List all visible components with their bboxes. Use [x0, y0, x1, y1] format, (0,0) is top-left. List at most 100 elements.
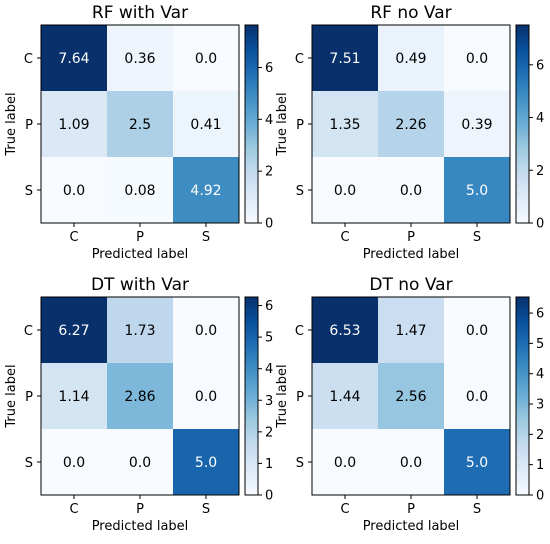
cell-value-label: 0.49 [395, 51, 426, 67]
colorbar-segment [516, 488, 529, 493]
y-axis-label: True label [4, 92, 19, 156]
colorbar-segment [516, 157, 529, 161]
colorbar-segment [245, 203, 258, 207]
colorbar-segment [245, 34, 258, 39]
colorbar-segment [245, 320, 258, 324]
colorbar-segment [245, 140, 258, 145]
y-tick-label: S [25, 456, 33, 471]
colorbar-segment [516, 359, 529, 364]
cell-value-label: 2.26 [395, 117, 426, 133]
cell-value-label: 0.0 [400, 183, 422, 199]
colorbar-segment [516, 130, 529, 135]
colorbar-segment [516, 396, 529, 400]
colorbar-segment [516, 71, 529, 75]
colorbar-segment [516, 310, 529, 314]
colorbar-tick-label: 5 [536, 337, 544, 352]
colorbar-segment [516, 402, 529, 407]
x-tick-label: C [340, 230, 349, 245]
y-tick-label: P [296, 390, 304, 405]
colorbar-segment [516, 34, 529, 39]
colorbar-segment [516, 320, 529, 324]
colorbar-segment [516, 425, 529, 430]
colorbar-tick-label: 0 [536, 217, 544, 232]
colorbar-segment [245, 481, 258, 486]
colorbar-segment [245, 190, 258, 194]
colorbar-segment [516, 438, 529, 443]
chart-title: RF no Var [370, 3, 451, 23]
cell-value-label: 7.64 [58, 51, 89, 67]
colorbar-segment [516, 203, 529, 207]
heatmap-cell [312, 297, 379, 364]
colorbar-segment [516, 353, 529, 357]
colorbar-segment [245, 124, 258, 128]
cell-value-label: 1.09 [58, 117, 89, 133]
colorbar-segment [516, 54, 529, 59]
colorbar-segment [516, 389, 529, 394]
colorbar-segment [516, 326, 529, 331]
colorbar-segment [245, 114, 258, 118]
colorbar-segment [245, 166, 258, 171]
colorbar-segment [245, 432, 258, 436]
colorbar-segment [516, 415, 529, 420]
colorbar-segment [245, 310, 258, 314]
colorbar-segment [245, 160, 258, 164]
heatmap-cell [173, 157, 240, 224]
colorbar-segment [245, 366, 258, 370]
colorbar-segment [245, 369, 258, 374]
colorbar-segment [516, 409, 529, 413]
cell-value-label: 0.0 [195, 323, 217, 339]
heatmap-cell [444, 297, 511, 364]
heatmap-cell [378, 297, 445, 364]
colorbar-segment [245, 458, 258, 463]
colorbar-segment [245, 422, 258, 427]
heatmap-cell [107, 297, 174, 364]
colorbar-segment [516, 147, 529, 151]
colorbar-segment [245, 71, 258, 75]
colorbar-tick-label: 2 [265, 425, 273, 440]
colorbar-segment [245, 372, 258, 377]
x-tick-label: S [473, 230, 481, 245]
colorbar-tick-label: 0 [536, 489, 544, 504]
colorbar-segment [245, 38, 258, 42]
cell-value-label: 0.36 [124, 51, 155, 67]
heatmap-cell [41, 297, 108, 364]
colorbar-segment [245, 58, 258, 62]
colorbar-segment [516, 31, 529, 36]
colorbar-segment [516, 313, 529, 318]
heatmap-cell [173, 297, 240, 364]
colorbar-segment [245, 438, 258, 443]
colorbar-frame [244, 24, 259, 224]
colorbar-segment [245, 445, 258, 450]
colorbar-segment [516, 77, 529, 82]
chart-title: DT no Var [369, 275, 452, 295]
confusion-matrix-panel: 7.64 0.36 0.0 1.09 2.5 0.41 0.0 0.08 4.92 RF with… [4, 3, 273, 262]
colorbar-segment [516, 386, 529, 390]
colorbar-segment [245, 133, 258, 138]
colorbar-segment [245, 297, 258, 301]
y-tick-label: C [295, 324, 304, 339]
confusion-matrix-panel: 6.53 1.47 0.0 1.44 2.56 0.0 0.0 0.0 5.0 DT no Var… [275, 275, 544, 534]
colorbar-segment [245, 31, 258, 36]
colorbar-segment [516, 442, 529, 446]
cell-value-label: 5.0 [466, 183, 488, 199]
colorbar-segment [516, 97, 529, 102]
heatmap-cell [312, 363, 379, 430]
colorbar-segment [516, 462, 529, 466]
colorbar-segment [245, 323, 258, 328]
colorbar-segment [516, 435, 529, 440]
colorbar-tick-label: 2 [265, 165, 273, 180]
colorbar-segment [516, 343, 529, 347]
heatmap-cell [173, 429, 240, 496]
colorbar-segment [245, 61, 258, 65]
colorbar-segment [516, 316, 529, 321]
colorbar-segment [245, 448, 258, 453]
cell-value-label: 0.39 [461, 117, 492, 133]
colorbar-segment [245, 163, 258, 168]
colorbar-segment [245, 313, 258, 318]
colorbar-segment [516, 306, 529, 311]
colorbar-segment [245, 153, 258, 158]
colorbar-segment [516, 382, 529, 387]
colorbar-segment [245, 107, 258, 112]
